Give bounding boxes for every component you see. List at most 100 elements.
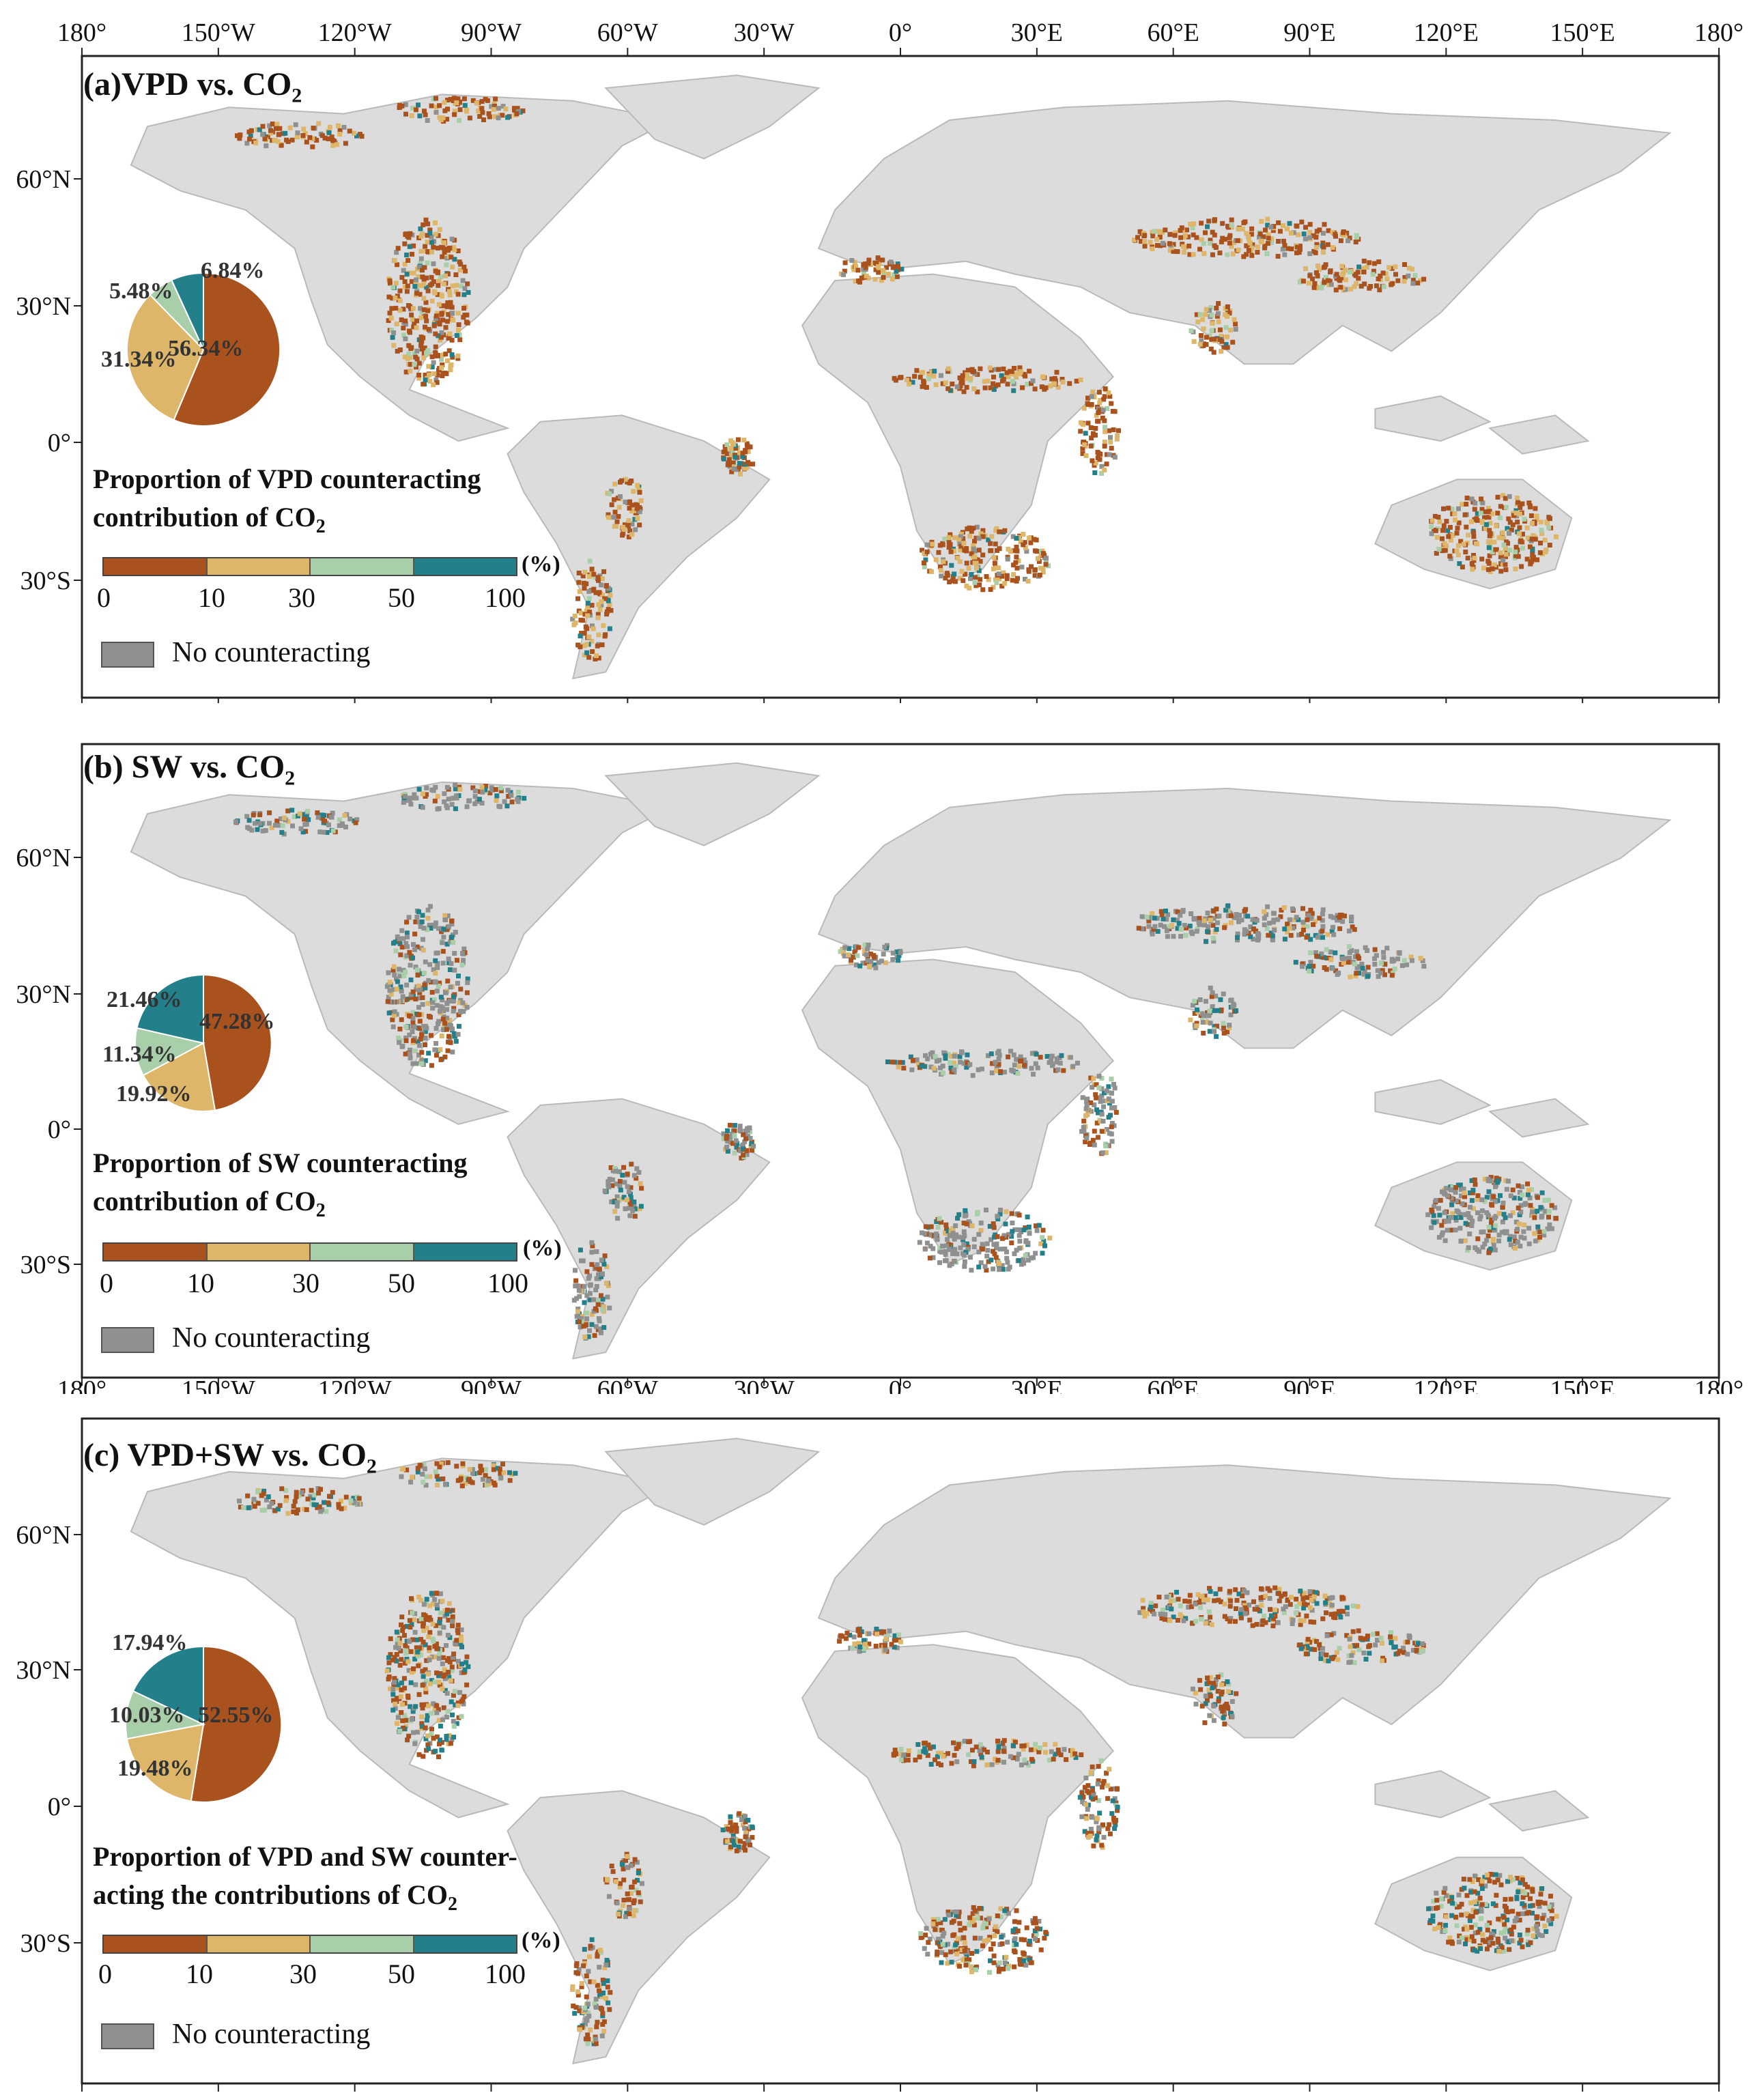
no-counteracting-label-b: No counteracting [172, 1322, 371, 1354]
cbar-b-tick: 30 [292, 1268, 319, 1298]
cbar-a-tick: 10 [198, 582, 225, 613]
map-frame-a: 60°N 30°N 0° 30°S 180° 180° 150°W 150°W 120°W 120… [16, 18, 1744, 703]
cbar-c-bin-0-10 [104, 1936, 208, 1952]
lat-tick-label: 0° [48, 1793, 71, 1821]
land-polygon [507, 414, 771, 680]
colorbar-a [102, 557, 517, 576]
lat-tick-label: 60°N [16, 844, 71, 872]
lon-tick-label: 180° [57, 1376, 106, 1394]
lon-tick-label: 120°W [318, 18, 392, 47]
panel-a-title: (a)VPD vs. CO2 [83, 66, 302, 107]
map-frame-b: 60°N 30°N 0° 30°S 180° 150°W 120°W 90°W 60°W 30°W… [16, 743, 1744, 1394]
lon-tick-label: 180° [57, 18, 106, 47]
lat-tick-label: 60°N [16, 1521, 71, 1550]
legend-a-title: Proportion of VPD counteracting contribu… [93, 464, 481, 537]
lon-tick-label: 30°E [1011, 700, 1063, 703]
lat-tick-label: 30°S [20, 1251, 71, 1279]
pie-slice [136, 973, 204, 1044]
lon-tick-label: 90°W [461, 18, 522, 47]
panel-b: 60°N 30°N 0° 30°S 180° 150°W 120°W 90°W 60°W 30°W… [0, 703, 1764, 1394]
lon-tick-label: 60°E [1147, 700, 1199, 703]
cbar-a-bin-10-30 [207, 558, 311, 575]
land-polygon [1374, 395, 1492, 442]
land-polygon [604, 762, 821, 846]
lon-tick-label: 0° [889, 1376, 912, 1394]
dryland-pixels [235, 96, 1559, 661]
cbar-a-tick: 30 [288, 582, 315, 613]
pie-a-label-0-10: 56.34% [168, 336, 244, 361]
cbar-b-tick: 50 [388, 1268, 415, 1298]
land-polygon [801, 1644, 1115, 1965]
land-polygon [507, 1790, 771, 2065]
lon-tick-label: 120°W [318, 1376, 392, 1394]
pie-a-label-30-50: 5.48% [109, 279, 173, 304]
lon-tick-label: 60°W [597, 700, 658, 703]
cbar-b-tick: 100 [487, 1268, 528, 1298]
dryland-pixels [237, 1460, 1559, 2047]
lon-tick-label: 30°W [734, 700, 795, 703]
lat-tick-label: 30°S [20, 1929, 71, 1958]
no-counteracting-swatch-b [101, 1327, 154, 1353]
pie-slice [126, 294, 205, 421]
lat-tick-label: 0° [48, 1115, 71, 1144]
land-polygon [1374, 1770, 1492, 1819]
lon-tick-label: 120°E [1414, 18, 1479, 47]
lon-tick-label: 90°E [1283, 700, 1335, 703]
cbar-a-bin-0-10 [104, 558, 208, 575]
cbar-b-bin-30-50 [311, 1244, 414, 1260]
lon-tick-label: 90°E [1283, 18, 1335, 47]
pie-c-label-30-50: 10.03% [109, 1703, 185, 1728]
cbar-b-tick: 0 [100, 1268, 113, 1298]
cbar-b-bin-10-30 [207, 1244, 311, 1260]
cbar-c-tick: 10 [186, 1959, 213, 1989]
no-counteracting-label-c: No counteracting [172, 2019, 371, 2050]
lon-tick-label: 120°E [1414, 1376, 1479, 1394]
land-polygon [1374, 1079, 1492, 1125]
lon-tick-label: 0° [889, 700, 912, 703]
pie-a-label-50-100: 6.84% [201, 258, 265, 283]
lon-tick-label: 30°W [734, 18, 795, 47]
pie-slice [170, 272, 204, 350]
pie-slice [173, 272, 281, 427]
cbar-a-tick: 0 [97, 582, 111, 613]
pie-b-label-10-30: 19.92% [116, 1081, 192, 1107]
lon-tick-label: 180° [1694, 700, 1744, 703]
no-counteracting-swatch-c [101, 2023, 154, 2049]
cbar-c-tick: 30 [289, 1959, 317, 1989]
pie-slice [126, 1723, 205, 1802]
pie-b-label-30-50: 11.34% [102, 1042, 177, 1067]
legend-b-title: Proportion of SW counteracting contribut… [93, 1148, 468, 1221]
cbar-b-bin-0-10 [104, 1244, 208, 1260]
cbar-b-bin-50-100 [414, 1244, 516, 1260]
no-counteracting-label-a: No counteracting [172, 637, 371, 668]
lon-tick-label: 150°W [182, 1376, 255, 1394]
panel-c: 60°N 30°N 0° 30°S (c) VPD+SW vs. CO2 52.55%… [0, 1394, 1764, 2093]
pie-chart [126, 272, 281, 427]
lon-tick-label: 60°W [597, 18, 658, 47]
pie-c-label-50-100: 17.94% [112, 1630, 188, 1655]
cbar-c-bin-50-100 [414, 1936, 516, 1952]
lon-tick-label: 90°E [1283, 1376, 1335, 1394]
lat-tick-label: 30°N [16, 292, 71, 321]
pie-c-label-0-10: 52.55% [198, 1703, 274, 1728]
colorbar-a-unit: (%) [522, 552, 560, 577]
pie-a-label-10-30: 31.34% [101, 347, 177, 372]
lat-tick-label: 60°N [16, 165, 71, 194]
legend-c-title: Proportion of VPD and SW counter- acting… [93, 1841, 517, 1915]
pie-slice [190, 1645, 283, 1803]
cbar-a-tick: 50 [388, 582, 415, 613]
pie-b-label-50-100: 21.46% [106, 987, 182, 1012]
cbar-b-tick: 10 [187, 1268, 214, 1298]
colorbar-c [102, 1935, 517, 1954]
colorbar-b-unit: (%) [523, 1236, 562, 1261]
lat-tick-label: 30°N [16, 980, 71, 1009]
land-polygon [801, 273, 1115, 584]
pie-chart [134, 973, 272, 1112]
panel-a: 60°N 30°N 0° 30°S 180° 180° 150°W 150°W 120°W 120… [0, 0, 1764, 703]
lon-tick-label: 180° [57, 700, 106, 703]
lon-tick-label: 30°E [1011, 1376, 1063, 1394]
dryland-pixels [233, 782, 1559, 1341]
lon-tick-label: 60°W [597, 1376, 658, 1394]
cbar-c-tick: 100 [485, 1959, 526, 1989]
lon-tick-label: 150°W [182, 18, 255, 47]
